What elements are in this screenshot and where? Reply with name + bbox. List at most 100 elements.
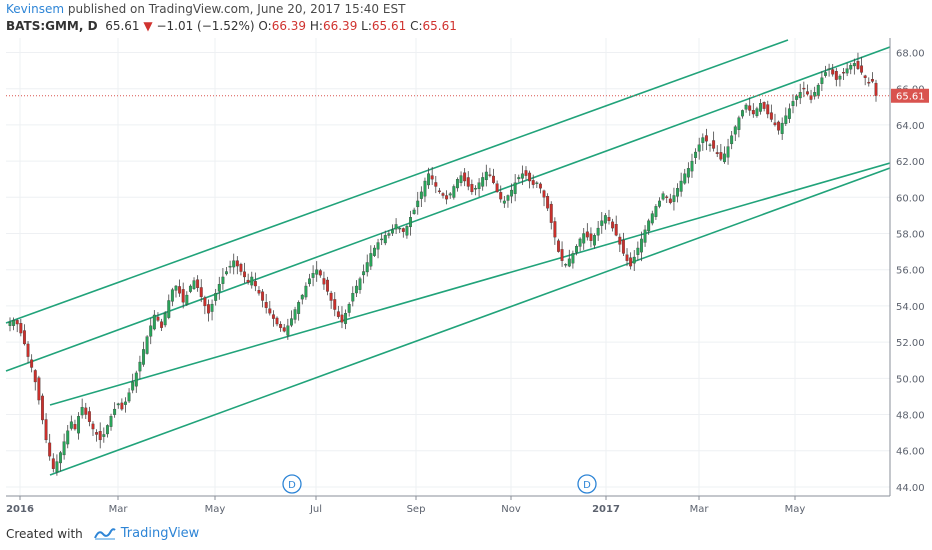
- candle-body: [531, 180, 535, 185]
- candle-body: [398, 227, 402, 230]
- candle: [614, 215, 618, 237]
- candle: [567, 249, 571, 268]
- candle: [138, 355, 142, 380]
- candle-body: [643, 229, 647, 243]
- last-price-line: 65.61: [6, 88, 929, 103]
- candle: [535, 181, 539, 189]
- candle-body: [715, 152, 719, 155]
- candle-body: [805, 91, 809, 95]
- candle-body: [59, 452, 62, 464]
- candle: [271, 310, 275, 327]
- candle: [759, 99, 762, 115]
- candle: [531, 174, 535, 189]
- candle: [452, 184, 456, 200]
- tradingview-link[interactable]: TradingView: [120, 526, 200, 541]
- price-axis[interactable]: 44.00 46.00 48.00 50.00 52.00 54.00 56.00 58.00…: [6, 38, 925, 497]
- candle: [694, 148, 698, 164]
- price-tick-label: 54.00: [896, 302, 925, 313]
- dividend-marker-label: D: [288, 480, 296, 491]
- candle: [650, 210, 654, 226]
- candle-body: [257, 290, 261, 294]
- candle: [549, 201, 553, 230]
- candle-body: [145, 336, 149, 354]
- high-label: H:: [309, 19, 323, 33]
- candle-body: [333, 299, 337, 310]
- candle-body: [340, 314, 344, 323]
- candle-body: [867, 81, 871, 84]
- candle: [856, 52, 860, 70]
- candle-body: [344, 313, 348, 324]
- candle: [455, 177, 459, 192]
- candle-body: [203, 297, 207, 307]
- candle-body: [860, 65, 864, 73]
- candle-body: [766, 104, 770, 115]
- candle-body: [827, 68, 831, 70]
- candle-body: [289, 318, 293, 326]
- candle: [423, 177, 427, 203]
- candle-body: [48, 442, 52, 457]
- candle-body: [207, 304, 210, 314]
- candle: [340, 306, 344, 329]
- candle-body: [62, 441, 66, 456]
- candle-body: [784, 115, 788, 124]
- candle: [69, 415, 73, 431]
- candle-body: [232, 260, 236, 268]
- candle: [538, 182, 542, 194]
- candle-body: [51, 458, 55, 469]
- candle: [733, 125, 737, 142]
- candle-body: [228, 265, 232, 268]
- candle-body: [773, 122, 777, 126]
- price-change: −1.01 (−1.52%): [156, 19, 255, 33]
- candle: [596, 220, 600, 241]
- candle-body: [199, 287, 203, 298]
- candle: [712, 131, 716, 152]
- candle-body: [268, 308, 272, 314]
- candle-body: [102, 434, 106, 437]
- candle: [66, 425, 70, 449]
- candle: [95, 429, 99, 442]
- candle: [235, 256, 239, 275]
- candle: [41, 393, 44, 425]
- candle-body: [708, 144, 712, 146]
- price-tick-label: 56.00: [896, 266, 925, 277]
- time-tick-label: 2017: [592, 504, 620, 515]
- candle: [676, 183, 679, 203]
- candle: [8, 317, 12, 332]
- candle-body: [134, 372, 138, 387]
- candle-body: [77, 416, 81, 434]
- candle: [369, 245, 373, 270]
- candle: [419, 186, 423, 208]
- author-link[interactable]: Kevinsem: [6, 2, 65, 16]
- candle: [87, 406, 91, 427]
- candle-body: [546, 196, 550, 209]
- candle-body: [603, 215, 607, 224]
- candle: [658, 197, 661, 209]
- candle: [564, 263, 568, 268]
- candle: [773, 113, 777, 127]
- candle: [228, 260, 232, 274]
- candle: [654, 204, 658, 220]
- time-axis[interactable]: 2016 Mar May Jul Sep Nov 2017 Mar May: [6, 496, 805, 515]
- candle-body: [600, 220, 604, 226]
- candle: [578, 237, 582, 252]
- candle-body: [66, 430, 70, 445]
- candle: [192, 277, 196, 290]
- candle: [293, 306, 297, 324]
- candle: [820, 71, 824, 91]
- candle-body: [19, 323, 23, 334]
- candle-body: [246, 279, 250, 283]
- price-tick-label: 50.00: [896, 374, 925, 385]
- candle: [867, 77, 871, 87]
- candle-body: [701, 137, 705, 143]
- candle-body: [239, 263, 243, 272]
- candle-body: [845, 68, 849, 74]
- candle: [661, 191, 665, 201]
- candle: [163, 311, 167, 328]
- candle-body: [69, 421, 73, 429]
- candle: [207, 299, 210, 322]
- candle: [575, 244, 578, 256]
- candle-body: [578, 238, 582, 247]
- candle-body: [712, 140, 716, 149]
